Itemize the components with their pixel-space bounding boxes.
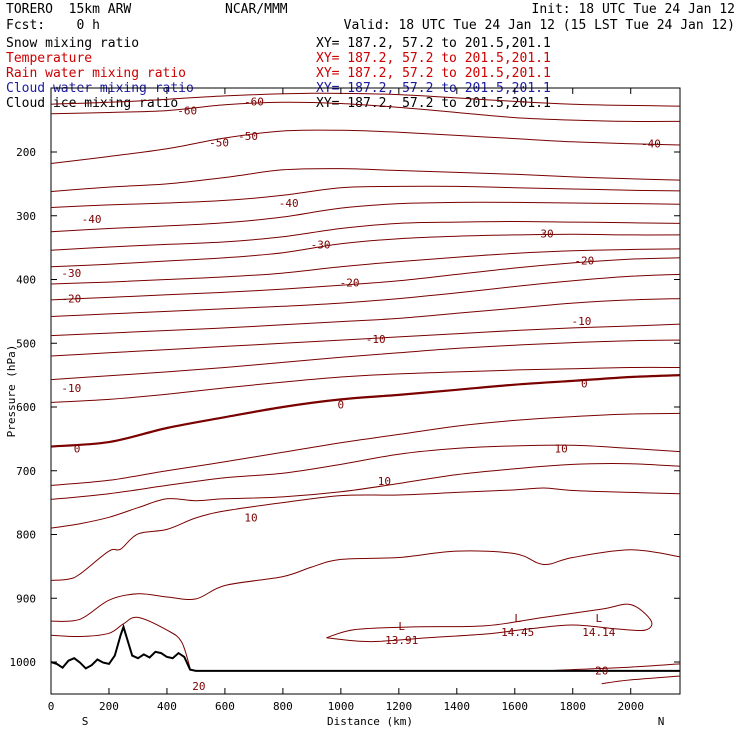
isotherm-line bbox=[50, 444, 681, 500]
contour-label: -20 bbox=[574, 254, 594, 267]
x-tick-label: 1600 bbox=[502, 700, 529, 713]
plot-frame bbox=[50, 87, 681, 695]
field-xy-rain: XY= 187.2, 57.2 to 201.5,201.1 bbox=[316, 66, 551, 81]
isotherm-line bbox=[50, 257, 681, 301]
x-tick-label: 2000 bbox=[617, 700, 644, 713]
isotherm-line bbox=[50, 339, 681, 381]
contour-label: 10 bbox=[555, 442, 568, 455]
isotherm-line bbox=[50, 616, 191, 669]
y-tick-label: 800 bbox=[16, 529, 36, 542]
contour-label: -30 bbox=[311, 238, 331, 251]
isotherm-line bbox=[50, 549, 681, 622]
low-value: 14.45 bbox=[501, 626, 534, 639]
isotherm-line bbox=[50, 92, 681, 107]
isotherm-line bbox=[50, 487, 681, 581]
isotherm-line bbox=[601, 675, 681, 685]
x-tick-label: 1200 bbox=[386, 700, 413, 713]
isotherm-line bbox=[50, 298, 681, 337]
low-value: 14.14 bbox=[582, 626, 615, 639]
contour-label: -50 bbox=[238, 130, 258, 143]
contour-label: 20 bbox=[192, 680, 205, 693]
isotherm-line bbox=[50, 201, 681, 233]
y-tick-label: 600 bbox=[16, 401, 36, 414]
terrain-profile bbox=[50, 623, 680, 672]
y-axis-label: Pressure (hPa) bbox=[5, 345, 18, 438]
y-tick-label: 500 bbox=[16, 337, 36, 350]
contour-label: 0 bbox=[338, 398, 345, 411]
y-tick-label: 400 bbox=[16, 274, 36, 287]
isotherm-line bbox=[50, 366, 681, 403]
contour-label: -10 bbox=[366, 333, 386, 346]
contour-label: -40 bbox=[641, 138, 661, 151]
axis-ticks: 0 200 400 600 800 1000 1200 1400 1600 1800 2000200… bbox=[10, 88, 680, 713]
isotherm-line bbox=[50, 273, 681, 317]
isotherm-line bbox=[50, 129, 681, 164]
valid-time: Valid: 18 UTC Tue 24 Jan 12 (15 LST Tue … bbox=[343, 18, 735, 33]
isotherm-line bbox=[50, 374, 681, 448]
x-axis-start-label: S bbox=[82, 715, 89, 728]
closed-contour bbox=[326, 603, 653, 643]
contour-label: -20 bbox=[340, 277, 360, 290]
y-tick-label: 900 bbox=[16, 592, 36, 605]
isotherm-line bbox=[50, 463, 681, 529]
terrain-line bbox=[50, 623, 680, 672]
y-tick-label: 200 bbox=[16, 146, 36, 159]
isotherm-contours bbox=[50, 92, 681, 685]
contour-label: -60 bbox=[244, 96, 264, 109]
isotherm-line bbox=[50, 323, 681, 357]
contour-label: 20 bbox=[595, 664, 608, 677]
y-tick-label: 700 bbox=[16, 465, 36, 478]
low-marker: L bbox=[514, 612, 521, 625]
low-marker: L bbox=[398, 620, 405, 633]
x-tick-label: 0 bbox=[48, 700, 55, 713]
contour-label: -60 bbox=[177, 105, 197, 118]
contour-label: -30 bbox=[534, 228, 554, 241]
x-tick-label: 1400 bbox=[444, 700, 471, 713]
contour-labels: -60 -60 -50 -50 -40 -40 -40 -30 -30 -20 -30 -20 -20 -… bbox=[61, 96, 661, 694]
x-tick-label: 1800 bbox=[560, 700, 587, 713]
model-name: TORERO 15km ARW bbox=[6, 2, 132, 17]
field-label-temperature: Temperature bbox=[6, 51, 93, 66]
center-name: NCAR/MMM bbox=[225, 2, 288, 17]
contour-label: 0 bbox=[74, 442, 81, 455]
field-label-rain: Rain water mixing ratio bbox=[6, 66, 187, 81]
x-tick-label: 400 bbox=[157, 700, 177, 713]
isotherm-line bbox=[50, 248, 681, 285]
contour-label: 10 bbox=[378, 475, 391, 488]
x-tick-label: 200 bbox=[99, 700, 119, 713]
field-xy-snow: XY= 187.2, 57.2 to 201.5,201.1 bbox=[316, 36, 551, 51]
init-time: Init: 18 UTC Tue 24 Jan 12 bbox=[531, 2, 736, 17]
contour-label: -30 bbox=[61, 267, 81, 280]
contour-label: 10 bbox=[244, 511, 257, 524]
isotherm-line bbox=[50, 101, 681, 122]
isotherm-line bbox=[50, 185, 681, 208]
contour-label: -50 bbox=[209, 136, 229, 149]
low-value: 13.91 bbox=[385, 634, 418, 647]
contour-label: -40 bbox=[279, 197, 299, 210]
x-axis-label: Distance (km) bbox=[327, 715, 413, 728]
y-tick-label: 1000 bbox=[10, 656, 37, 669]
isotherm-line bbox=[50, 233, 681, 268]
contour-label: -40 bbox=[82, 213, 102, 226]
x-axis-end-label: N bbox=[658, 715, 665, 728]
y-tick-label: 300 bbox=[16, 210, 36, 223]
isotherm-line bbox=[50, 168, 681, 192]
isotherm-line bbox=[543, 663, 681, 672]
x-tick-label: 600 bbox=[215, 700, 235, 713]
low-marker: L bbox=[596, 612, 603, 625]
contour-label: 0 bbox=[581, 377, 588, 390]
contour-label: -10 bbox=[572, 315, 592, 328]
contour-label: -20 bbox=[61, 293, 81, 306]
isotherm-line bbox=[50, 412, 681, 486]
forecast-hour: Fcst: 0 h bbox=[6, 18, 100, 33]
field-label-snow: Snow mixing ratio bbox=[6, 36, 140, 51]
x-tick-label: 1000 bbox=[328, 700, 355, 713]
field-xy-temperature: XY= 187.2, 57.2 to 201.5,201.1 bbox=[316, 51, 551, 66]
isotherm-line bbox=[50, 220, 681, 251]
x-tick-label: 800 bbox=[273, 700, 293, 713]
contour-label: -10 bbox=[61, 382, 81, 395]
